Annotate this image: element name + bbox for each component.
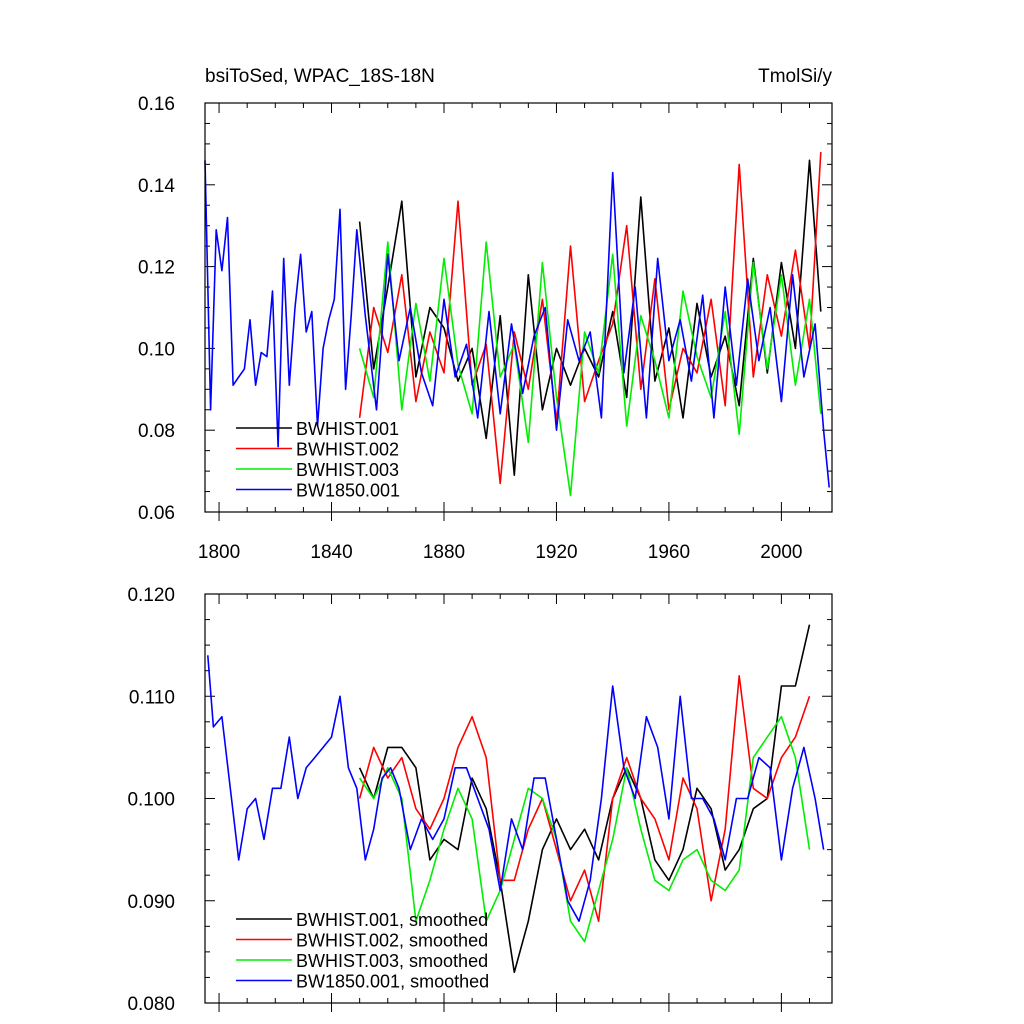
x-tick-label: 1880 xyxy=(423,542,465,563)
y-tick-label: 0.090 xyxy=(127,892,175,913)
y-tick-label: 0.06 xyxy=(138,503,175,524)
x-tick-label: 1800 xyxy=(198,542,240,563)
top-axes: 0.06 0.08 0.10 0.12 0.14 0.16 1800 1840 1880 1920… xyxy=(138,94,832,563)
y-tick-label: 0.14 xyxy=(138,176,175,197)
units-label: TmolSi/y xyxy=(758,66,832,87)
y-tick-label: 0.10 xyxy=(138,339,175,360)
y-tick-label: 0.110 xyxy=(129,687,175,708)
y-tick-label: 0.120 xyxy=(127,585,175,606)
x-tick-label: 1920 xyxy=(535,542,577,563)
top-series-group xyxy=(204,152,830,497)
legend-label: BW1850.001 xyxy=(296,481,400,501)
bottom-panel: 0.080 0.090 0.100 0.110 0.120 BWHIST.001, sm… xyxy=(127,585,833,1015)
series-line-bw1850-001 xyxy=(204,160,830,488)
x-tick-label: 1960 xyxy=(648,542,690,563)
y-tick-label: 0.080 xyxy=(127,994,175,1015)
bottom-axes: 0.080 0.090 0.100 0.110 0.120 xyxy=(127,585,832,1015)
chart-title: bsiToSed, WPAC_18S-18N xyxy=(205,66,435,87)
top-panel: bsiToSed, WPAC_18S-18N TmolSi/y 0.06 0.08… xyxy=(138,66,833,563)
x-tick-label: 2000 xyxy=(760,542,802,563)
x-tick-label: 1840 xyxy=(310,542,352,563)
legend-label: BWHIST.002, smoothed xyxy=(296,931,488,951)
series-line-bwhist-002-smoothed xyxy=(358,674,811,923)
y-tick-label: 0.16 xyxy=(138,94,175,115)
legend-label: BWHIST.001, smoothed xyxy=(296,910,488,930)
series-line-bw1850-001-smoothed xyxy=(207,655,825,923)
legend-label: BWHIST.003 xyxy=(296,460,399,480)
top-plot-frame xyxy=(204,102,833,513)
series-line-bwhist-001-smoothed xyxy=(358,624,811,974)
y-tick-label: 0.12 xyxy=(138,258,175,279)
legend-label: BWHIST.003, smoothed xyxy=(296,951,488,971)
y-tick-label: 0.100 xyxy=(127,790,175,811)
legend-label: BWHIST.002 xyxy=(296,440,399,460)
bottom-series-group xyxy=(207,624,825,974)
legend-label: BW1850.001, smoothed xyxy=(296,972,489,992)
bottom-plot-frame xyxy=(204,593,833,1004)
series-line-bwhist-003-smoothed xyxy=(358,715,811,943)
legend-label: BWHIST.001 xyxy=(296,419,399,439)
series-line-bwhist-001 xyxy=(358,159,822,477)
series-line-bwhist-003 xyxy=(358,241,822,497)
y-tick-label: 0.08 xyxy=(138,421,175,442)
series-line-bwhist-002 xyxy=(358,152,822,485)
